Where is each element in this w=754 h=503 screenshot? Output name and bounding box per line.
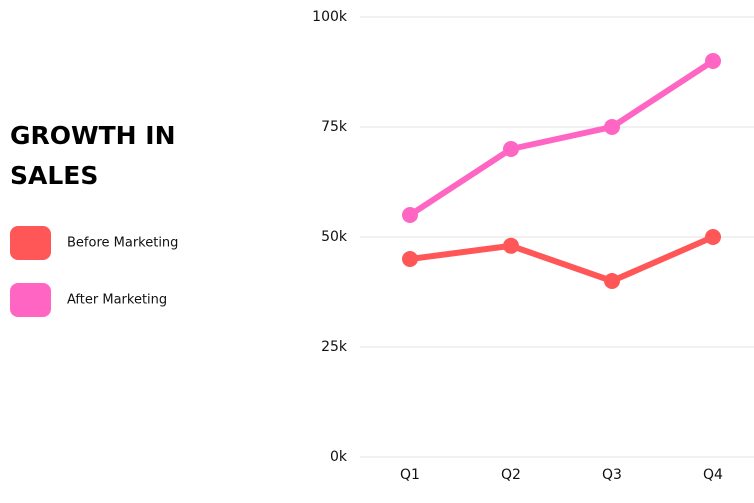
- legend-label: After Marketing: [67, 293, 167, 308]
- x-tick-label: Q1: [400, 467, 420, 483]
- legend-swatch: [10, 226, 51, 260]
- data-point: [705, 53, 721, 69]
- chart-title: GROWTH IN SALES: [10, 121, 176, 190]
- data-point: [503, 141, 519, 157]
- data-point: [402, 251, 418, 267]
- series-line: [409, 234, 715, 284]
- y-tick-label: 75k: [321, 119, 348, 135]
- data-point: [705, 229, 721, 245]
- legend-swatch: [10, 283, 51, 317]
- y-tick-label: 100k: [312, 9, 348, 25]
- data-point: [604, 273, 620, 289]
- y-tick-label: 50k: [321, 229, 348, 245]
- x-tick-label: Q4: [703, 467, 723, 483]
- y-tick-label: 25k: [321, 339, 348, 355]
- data-point: [402, 207, 418, 223]
- y-tick-label: 0k: [330, 449, 348, 465]
- x-tick-label: Q2: [501, 467, 521, 483]
- data-point: [503, 237, 519, 254]
- data-point: [604, 119, 620, 135]
- x-tick-label: Q3: [602, 467, 622, 483]
- series-line: [408, 58, 715, 218]
- legend-label: Before Marketing: [67, 236, 178, 251]
